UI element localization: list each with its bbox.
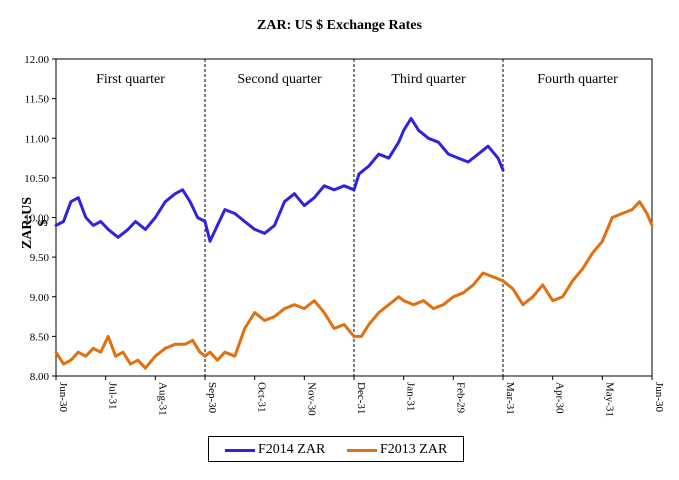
legend-swatch-f2013 bbox=[347, 449, 377, 452]
x-tick-label: Aug-31 bbox=[156, 382, 168, 416]
y-tick-label: 11.50 bbox=[25, 94, 50, 106]
y-tick-label: 10.50 bbox=[24, 173, 49, 185]
quarter-label: Fourth quarter bbox=[537, 72, 618, 87]
x-tick-label: Apr-30 bbox=[554, 382, 566, 414]
legend-label-f2014: F2014 ZAR bbox=[258, 442, 326, 457]
x-tick-label: Jun-30 bbox=[653, 382, 665, 412]
quarter-label: First quarter bbox=[96, 72, 165, 87]
quarter-label: Third quarter bbox=[391, 72, 466, 87]
y-tick-label: 9.00 bbox=[30, 292, 50, 304]
chart-title: ZAR: US $ Exchange Rates bbox=[257, 18, 422, 33]
series-line-f2014 bbox=[54, 116, 505, 243]
y-tick-label: 8.50 bbox=[30, 331, 50, 343]
x-tick-label: Feb-29 bbox=[454, 382, 466, 414]
x-tick-label: May-31 bbox=[603, 382, 615, 417]
y-tick-label: 10.00 bbox=[24, 213, 49, 225]
legend-label-f2013: F2013 ZAR bbox=[380, 442, 448, 457]
x-tick-label: Jan-31 bbox=[405, 382, 417, 411]
legend: F2014 ZAR F2013 ZAR bbox=[208, 436, 464, 462]
x-tick-label: Jul-31 bbox=[107, 382, 119, 410]
y-tick-label: 11.00 bbox=[25, 133, 50, 145]
x-tick-label: Sep-30 bbox=[206, 382, 218, 414]
y-tick-label: 12.00 bbox=[24, 54, 49, 66]
x-tick-label: Oct-31 bbox=[256, 382, 268, 413]
series-line-f2013 bbox=[54, 200, 654, 370]
legend-swatch-f2014 bbox=[225, 449, 255, 452]
y-tick-label: 8.00 bbox=[30, 371, 50, 383]
x-tick-label: Dec-31 bbox=[355, 382, 367, 414]
x-tick-label: Jun-30 bbox=[57, 382, 69, 412]
quarter-label: Second quarter bbox=[237, 72, 322, 87]
x-tick-label: Nov-30 bbox=[305, 382, 317, 416]
y-tick-label: 9.50 bbox=[30, 252, 50, 264]
x-tick-label: Mar-31 bbox=[504, 382, 516, 415]
